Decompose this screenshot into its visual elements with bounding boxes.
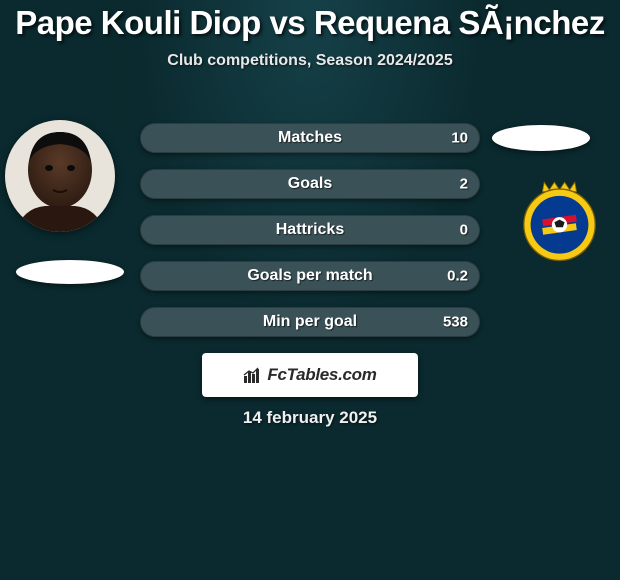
stats-container: Matches 10 Goals 2 Hattricks 0 Goals per…	[140, 123, 480, 353]
club-left-badge-placeholder	[16, 260, 124, 284]
stat-label: Goals per match	[140, 267, 480, 285]
stat-value: 2	[460, 176, 468, 193]
stat-row-matches: Matches 10	[140, 123, 480, 153]
club-right-badge-placeholder	[492, 125, 590, 151]
page-title: Pape Kouli Diop vs Requena SÃ¡nchez	[0, 4, 620, 42]
stat-label: Min per goal	[140, 313, 480, 331]
stat-label: Matches	[140, 129, 480, 147]
stat-label: Goals	[140, 175, 480, 193]
club-right-badge	[517, 178, 602, 263]
stat-value: 0	[460, 222, 468, 239]
stat-row-hattricks: Hattricks 0	[140, 215, 480, 245]
stat-row-goals-per-match: Goals per match 0.2	[140, 261, 480, 291]
stat-value: 10	[451, 130, 468, 147]
brand-box: FcTables.com	[202, 353, 418, 397]
page-subtitle: Club competitions, Season 2024/2025	[0, 52, 620, 70]
stat-value: 538	[443, 314, 468, 331]
date-label: 14 february 2025	[0, 408, 620, 428]
stat-label: Hattricks	[140, 221, 480, 239]
stat-value: 0.2	[447, 268, 468, 285]
stat-row-min-per-goal: Min per goal 538	[140, 307, 480, 337]
player-left-avatar	[5, 120, 115, 232]
stat-row-goals: Goals 2	[140, 169, 480, 199]
brand-text: FcTables.com	[267, 365, 376, 385]
bar-chart-icon	[243, 366, 261, 384]
